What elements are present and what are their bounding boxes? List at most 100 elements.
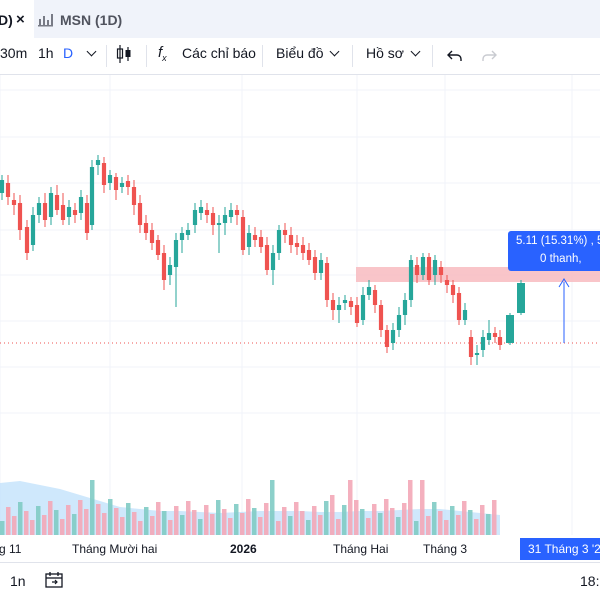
volume-bar <box>396 517 401 535</box>
volume-bar <box>270 480 275 535</box>
volume-bar <box>276 521 281 535</box>
volume-bar <box>90 480 95 535</box>
candle <box>444 275 450 293</box>
calendar-icon[interactable] <box>44 570 64 590</box>
volume-bar <box>420 480 425 535</box>
volume-bar <box>84 509 89 535</box>
candle <box>179 227 185 253</box>
volume-bar <box>48 501 53 535</box>
volume-bar <box>264 503 269 535</box>
bottom-bar: 1n 18:1 <box>0 562 600 601</box>
volume-bar <box>306 520 311 535</box>
time-axis[interactable]: g 11 Tháng Mười hai 2026 Tháng Hai Tháng… <box>0 536 600 562</box>
volume-bar <box>282 507 287 535</box>
volume-bar <box>168 520 173 535</box>
candle <box>517 280 525 315</box>
volume-bar <box>210 514 215 535</box>
candle <box>330 293 336 320</box>
candle <box>354 297 360 327</box>
volume-bar <box>366 518 371 535</box>
candle <box>60 193 66 225</box>
close-icon[interactable]: × <box>16 11 25 28</box>
candle <box>378 300 384 337</box>
interval-dropdown[interactable] <box>80 38 97 74</box>
interval-30m-button[interactable]: 30m <box>0 45 28 61</box>
toolbar-divider <box>432 45 433 67</box>
volume-bar <box>468 510 473 535</box>
candle <box>216 215 222 253</box>
candle <box>228 203 234 223</box>
clock-text: 18:1 <box>580 573 600 589</box>
tab-bar: D) × MSN (1D) <box>0 0 600 39</box>
volume-bar <box>288 516 293 535</box>
volume-bar <box>96 504 101 535</box>
volume-bars <box>0 480 497 535</box>
candle <box>107 170 113 190</box>
candle <box>312 250 318 280</box>
fx-icon: fx <box>158 44 167 63</box>
undo-icon[interactable] <box>446 46 464 64</box>
redo-icon[interactable] <box>480 46 498 64</box>
candle <box>438 261 444 283</box>
candle <box>450 280 456 303</box>
candle <box>318 253 324 280</box>
candle <box>198 200 204 220</box>
candle <box>101 157 107 193</box>
chart-toolbar: 30m 1h D fx Các chỉ báo Biểu đồ Hồ sơ <box>0 38 600 75</box>
candle <box>210 207 216 235</box>
candle <box>324 257 330 307</box>
measure-change-text: 5.11 (15.31%) , 5 <box>516 235 600 247</box>
candle <box>240 210 246 255</box>
profile-button[interactable]: Hồ sơ <box>366 38 421 74</box>
chart-type-button[interactable]: Biểu đồ <box>276 38 340 74</box>
measure-bars-text: 0 thanh, <box>540 253 582 265</box>
volume-bar <box>342 505 347 535</box>
toolbar-divider <box>262 45 263 67</box>
price-chart[interactable] <box>0 75 600 535</box>
volume-bar <box>18 502 23 535</box>
chevron-down-icon <box>330 46 340 57</box>
range-1n-button[interactable]: 1n <box>10 573 26 589</box>
tab-msn-label: MSN (1D) <box>60 12 123 28</box>
candle <box>282 223 288 243</box>
volume-bar <box>180 515 185 535</box>
volume-bar <box>150 516 155 535</box>
candle <box>173 233 179 307</box>
volume-bar <box>354 500 359 535</box>
candlestick-type-icon[interactable] <box>116 44 132 64</box>
candle <box>72 203 78 223</box>
candle <box>113 173 119 200</box>
candle <box>84 195 90 240</box>
volume-bar <box>234 504 239 535</box>
volume-bar <box>42 515 47 535</box>
interval-1h-button[interactable]: 1h <box>38 45 54 61</box>
candle <box>270 245 276 285</box>
candle <box>432 255 438 285</box>
volume-bar <box>312 506 317 535</box>
volume-bar <box>12 516 17 535</box>
volume-bar <box>174 506 179 535</box>
candle <box>185 223 191 240</box>
volume-bar <box>126 503 131 535</box>
candle <box>0 175 5 200</box>
volume-bar <box>162 511 167 535</box>
candle <box>372 285 378 313</box>
candle <box>462 303 468 325</box>
volume-bar <box>114 508 119 535</box>
volume-bar <box>186 501 191 535</box>
candle <box>390 323 396 350</box>
candle <box>149 223 155 250</box>
volume-bar <box>330 495 335 535</box>
candle <box>11 193 17 215</box>
volume-bar <box>492 500 497 535</box>
candle <box>119 177 125 193</box>
volume-bar <box>156 502 161 535</box>
volume-bar <box>360 509 365 535</box>
volume-bar <box>378 513 383 535</box>
volume-bar <box>132 512 137 535</box>
interval-d-button[interactable]: D <box>63 45 74 61</box>
tab-active[interactable]: D) × <box>0 0 34 38</box>
measure-arrow[interactable] <box>558 278 570 343</box>
indicators-button[interactable]: Các chỉ báo <box>182 45 256 61</box>
candle <box>17 195 23 240</box>
